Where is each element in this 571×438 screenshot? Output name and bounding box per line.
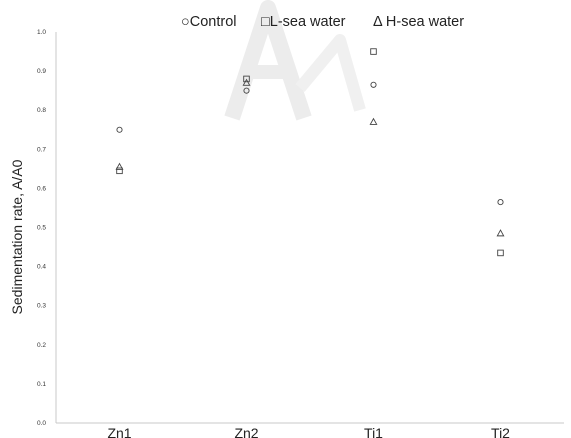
point-l-sea-water-zn1 — [116, 167, 123, 175]
y-tick-label: 0.8 — [37, 107, 46, 114]
point-control-zn2 — [243, 87, 250, 94]
x-tick-label: Ti2 — [491, 425, 510, 438]
point-control-ti2 — [497, 199, 504, 206]
point-l-sea-water-zn2 — [243, 75, 250, 83]
y-tick-labels: 0.0 0.1 0.2 0.3 0.4 0.5 0.6 0.7 0.8 0.9 1.0 — [37, 29, 46, 427]
y-axis-label: Sedimentation rate, A/A0 — [9, 159, 25, 314]
y-tick-label: 0.5 — [37, 225, 46, 232]
legend-item-h-sea-water: Δ H-sea water — [373, 14, 464, 30]
y-tick-label: 0.9 — [37, 68, 46, 75]
x-tick-label: Zn2 — [234, 425, 258, 438]
legend: ○Control □L-sea water Δ H-sea water — [181, 14, 464, 30]
point-h-sea-water-ti1 — [369, 117, 378, 125]
y-tick-label: 0.4 — [37, 264, 46, 271]
y-tick-label: 0.7 — [37, 146, 46, 153]
point-control-ti1 — [370, 81, 377, 88]
point-h-sea-water-zn1 — [115, 162, 124, 170]
legend-item-control: ○Control — [181, 14, 237, 30]
x-tick-label: Ti1 — [364, 425, 383, 438]
x-tick-label: Zn1 — [107, 425, 131, 438]
legend-item-l-sea-water: □L-sea water — [261, 14, 346, 30]
x-tick-labels: Zn1 Zn2 Ti1 Ti2 — [107, 425, 510, 438]
y-tick-label: 0.3 — [37, 303, 46, 310]
point-h-sea-water-ti2 — [496, 229, 505, 237]
data-points — [115, 48, 505, 257]
y-tick-label: 1.0 — [37, 29, 46, 36]
point-l-sea-water-ti2 — [497, 249, 504, 257]
point-l-sea-water-ti1 — [370, 48, 377, 55]
y-tick-label: 0.1 — [37, 381, 46, 388]
y-tick-label: 0.0 — [37, 420, 46, 427]
y-tick-label: 0.2 — [37, 342, 46, 349]
y-tick-label: 0.6 — [37, 185, 46, 192]
point-h-sea-water-zn2 — [242, 78, 251, 86]
point-control-zn1 — [116, 126, 123, 133]
